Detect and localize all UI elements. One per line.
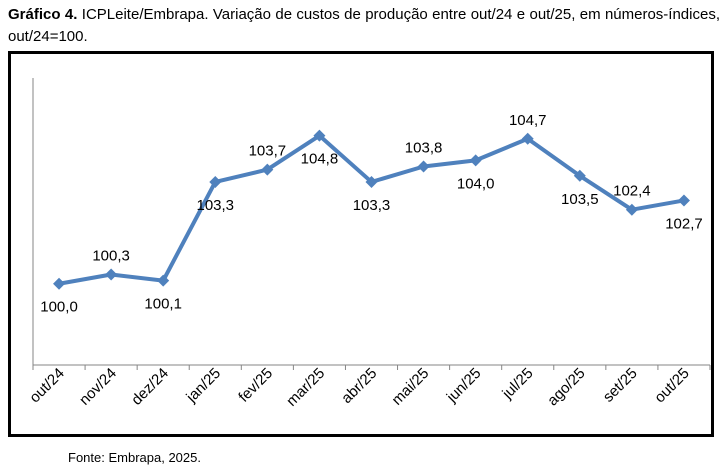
data-point: [625, 203, 638, 216]
data-label: 104,8: [301, 151, 339, 168]
x-tick-label: abr/25: [338, 365, 380, 407]
series-layer: [53, 129, 690, 290]
x-tick-label: out/24: [26, 365, 68, 407]
x-tick-label: jun/25: [443, 365, 485, 407]
x-tick-label: mai/25: [389, 365, 433, 409]
axis-layer: out/24 nov/24 dez/24 jan/25 fev/25 mar/25 abr/…: [26, 78, 711, 410]
data-label: 103,3: [353, 197, 391, 214]
x-tick-label: mar/25: [283, 365, 328, 410]
data-label: 103,7: [249, 143, 287, 160]
data-point: [677, 194, 690, 207]
caption-text: ICPLeite/Embrapa. Variação de custos de …: [8, 6, 720, 45]
data-label: 103,3: [196, 197, 234, 214]
data-label: 100,0: [40, 299, 78, 316]
data-label: 103,5: [561, 191, 599, 208]
data-point: [105, 268, 118, 281]
x-tick-label: nov/24: [76, 365, 120, 409]
x-tick-label: jan/25: [182, 365, 224, 407]
chart-source: Fonte: Embrapa, 2025.: [68, 450, 201, 465]
data-point: [209, 175, 222, 188]
data-label: 100,3: [92, 247, 130, 264]
chart-caption: Gráfico 4. ICPLeite/Embrapa. Variação de…: [8, 4, 720, 48]
data-point: [417, 160, 430, 173]
label-layer: 100,0 100,3 100,1 103,3 103,7 104,8 103,3 103,8…: [40, 112, 702, 316]
data-label: 100,1: [144, 296, 182, 313]
data-point: [53, 277, 66, 290]
data-point: [573, 169, 586, 182]
data-label: 104,0: [457, 175, 495, 192]
data-label: 102,4: [613, 183, 651, 200]
data-point: [469, 154, 482, 167]
data-label: 104,7: [509, 112, 547, 129]
data-point: [365, 175, 378, 188]
x-tick-label: dez/24: [128, 365, 172, 409]
data-point: [261, 163, 274, 176]
data-label: 102,7: [665, 215, 703, 232]
x-tick-label: jul/25: [498, 365, 536, 403]
x-tick-label: fev/25: [235, 365, 276, 406]
x-tick-label: set/25: [600, 365, 641, 406]
data-point: [157, 274, 170, 287]
data-point: [521, 132, 534, 145]
chart-frame: [8, 51, 714, 437]
x-tick-label: ago/25: [544, 365, 588, 409]
data-point: [313, 129, 326, 142]
caption-label: Gráfico 4.: [8, 6, 78, 23]
x-tick-label: out/25: [651, 365, 693, 407]
data-label: 103,8: [405, 140, 443, 157]
